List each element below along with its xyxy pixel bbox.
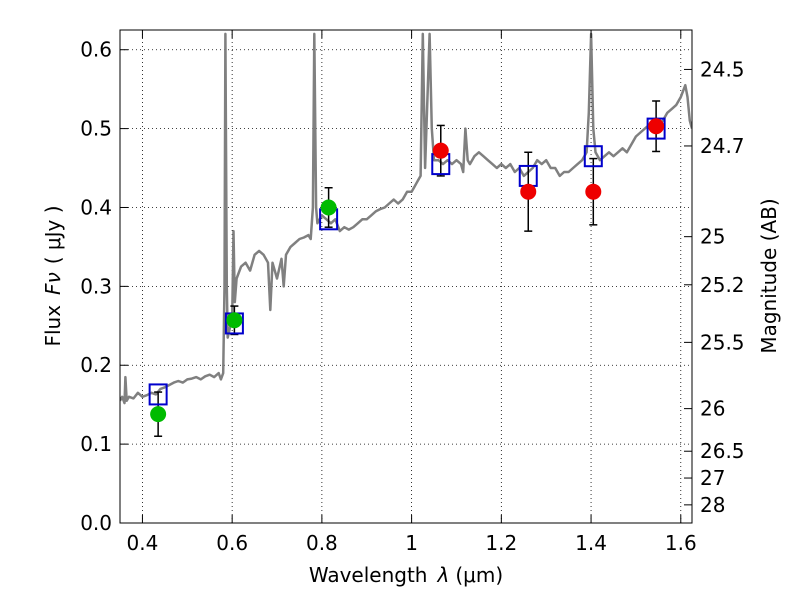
axis-ticks: 0.4 0.6 0.8 1 1.2 1.4 1.6 0.0 0.1 0.2 0.3 0.4 0.5 0.6…	[80, 30, 745, 555]
x-tick-label: 1	[405, 531, 418, 555]
model-photometry-square	[583, 145, 603, 168]
model-spectrum-series	[120, 32, 692, 405]
magnitude-tick-label: 25.2	[700, 273, 745, 297]
magnitude-tick-label: 24.5	[700, 57, 745, 81]
observed-photometry-point	[320, 199, 337, 216]
model-photometry-square	[148, 383, 168, 406]
x-tick-label: 1.4	[575, 531, 607, 555]
magnitude-tick-label: 25.5	[700, 330, 745, 354]
magnitude-tick-label: 26	[700, 397, 725, 421]
y-tick-label: 0.2	[80, 353, 112, 377]
y-axis-label: FluxFν( μJy )	[41, 205, 65, 346]
magnitude-axis-label: Magnitude (AB)	[757, 198, 781, 353]
plot-frame	[119, 29, 693, 524]
y-tick-label: 0.0	[80, 511, 112, 535]
y-tick-label: 0.4	[80, 195, 112, 219]
spectrum-line	[120, 32, 692, 405]
magnitude-tick-label: 28	[700, 493, 725, 517]
x-tick-label: 0.8	[306, 531, 338, 555]
magnitude-tick-label: 25	[700, 225, 725, 249]
observed-photometry-point	[520, 183, 537, 200]
y-tick-label: 0.6	[80, 38, 112, 62]
x-tick-label: 0.6	[216, 531, 248, 555]
magnitude-tick-label: 24.7	[700, 134, 745, 158]
observed-photometry-point	[585, 183, 602, 200]
observed-photometry-point	[432, 142, 449, 159]
magnitude-tick-label: 27	[700, 466, 725, 490]
x-tick-label: 1.2	[485, 531, 517, 555]
observed-photometry-point	[150, 406, 167, 423]
y-tick-label: 0.1	[80, 432, 112, 456]
x-tick-label: 1.6	[665, 531, 697, 555]
x-axis-label: Wavelength λ (μm)	[309, 563, 503, 587]
observed-photometry-point	[648, 118, 665, 135]
observed-photometry-series	[150, 118, 665, 423]
observed-photometry-point	[226, 312, 243, 329]
grid	[120, 30, 692, 523]
y-tick-label: 0.3	[80, 274, 112, 298]
x-tick-label: 0.4	[127, 531, 159, 555]
magnitude-tick-label: 26.5	[700, 439, 745, 463]
y-tick-label: 0.5	[80, 117, 112, 141]
